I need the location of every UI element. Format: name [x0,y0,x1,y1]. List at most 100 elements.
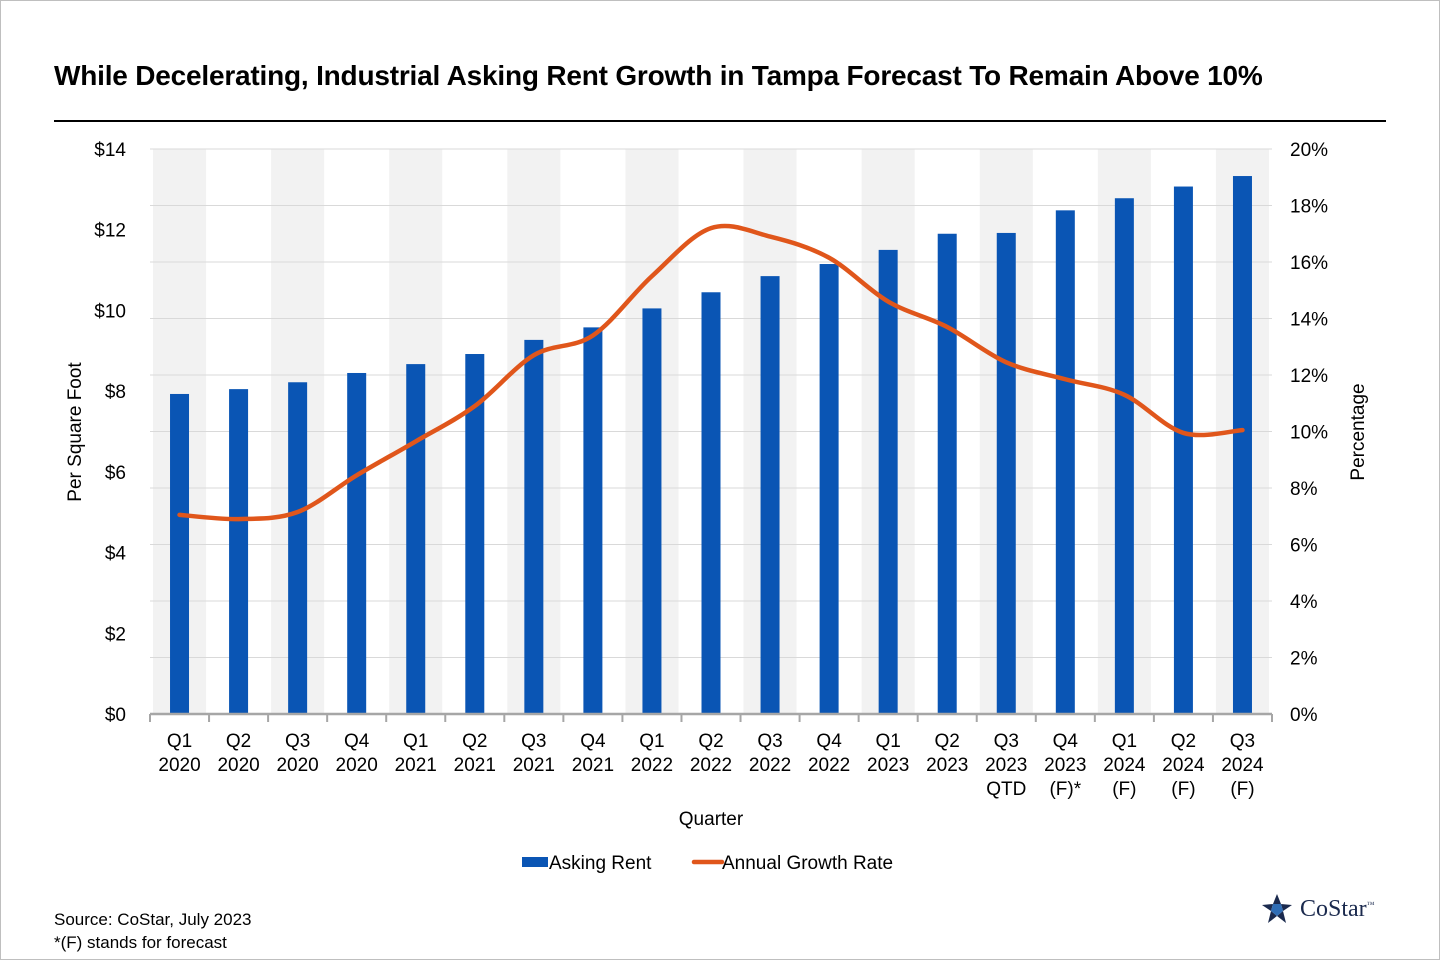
growth-rate-line [177,223,1245,522]
x-tick-label-line: 2022 [631,755,673,776]
bar [583,327,603,714]
x-tick-label: Q1 2021 [395,731,437,776]
y2-tick-label: 16% [1290,253,1328,274]
bar [1173,186,1193,714]
y-tick-label: $12 [94,221,126,242]
bar [229,389,249,714]
bar [288,382,308,714]
x-tick-label-line: 2022 [749,755,791,776]
x-tick-label: Q1 2024 (F) [1103,731,1146,800]
y2-tick-label: 14% [1290,310,1328,331]
bar [347,372,367,714]
bar [937,233,957,714]
x-tick-label-line: Q3 [1230,731,1255,752]
footnote: Source: CoStar, July 2023 *(F) stands fo… [54,908,252,954]
x-tick-label-line: Q1 [875,731,900,752]
x-tick-label-line: 2024 [1162,755,1205,776]
x-tick-label-line: 2023 [867,755,909,776]
bar [878,249,898,714]
bar [524,339,544,714]
y2-tick-label: 2% [1290,649,1318,670]
x-tick-label: Q3 2022 [749,731,791,776]
x-tick-label-line: 2023 [1044,755,1086,776]
x-tick-label-line: Q2 [935,731,960,752]
x-tick-label-line: 2022 [808,755,850,776]
logo-name: CoStar [1300,895,1367,922]
x-tick-label-line: 2024 [1103,755,1146,776]
chart-title: While Decelerating, Industrial Asking Re… [54,60,1263,91]
x-tick-label-line: Q2 [226,731,251,752]
x-tick-label-line: Q3 [521,731,546,752]
y2-tick-label: 18% [1290,197,1328,218]
x-tick-label-line: Q1 [1112,731,1137,752]
x-tick-label-line: 2020 [217,755,259,776]
x-tick-label-line: 2020 [158,755,200,776]
y2-tick-label: 12% [1290,366,1328,387]
x-tick-label: Q2 2020 [217,731,259,776]
x-tick-label-line: Q2 [698,731,723,752]
x-tick-label: Q1 2023 [867,731,909,776]
x-tick-label-line: Q1 [403,731,428,752]
title-rule [54,120,1386,122]
bar [1055,210,1075,715]
x-tick-label-line: Q4 [816,731,842,752]
y2-tick-label: 0% [1290,705,1318,726]
logo-tm: ™ [1366,899,1375,909]
x-tick-label-line: Q2 [1171,731,1196,752]
y-tick-label: $10 [94,301,126,322]
x-tick-label-line: Q3 [757,731,782,752]
x-tick-label: Q2 2022 [690,731,732,776]
x-tick-label-line: (F) [1230,779,1254,800]
y-tick-label: $0 [105,705,126,726]
x-tick-label-line: Q1 [167,731,192,752]
y2-tick-label: 6% [1290,536,1318,557]
x-tick-label-line: Q4 [344,731,370,752]
x-tick-label-line: 2023 [985,755,1027,776]
x-tick-label-line: Q3 [994,731,1019,752]
x-tick-label-line: (F) [1171,779,1195,800]
x-tick-label-line: (F) [1112,779,1136,800]
x-tick-label-line: 2021 [395,755,437,776]
x-tick-label-line: 2024 [1221,755,1264,776]
bar [819,264,839,714]
x-tick-label-line: Q4 [580,731,606,752]
bar [642,308,662,714]
y-tick-label: $2 [105,624,126,645]
x-tick-label: Q1 2022 [631,731,673,776]
y2-tick-label: 20% [1290,140,1328,161]
x-tick-label-line: Q3 [285,731,310,752]
x-tick-label: Q4 2021 [572,731,614,776]
x-tick-label: Q1 2020 [158,731,200,776]
bar [406,364,426,714]
y-tick-label: $8 [105,382,126,403]
x-tick-label-line: Q1 [639,731,664,752]
x-tick-label-line: 2021 [513,755,555,776]
x-tick-label: Q3 2020 [276,731,318,776]
x-tick-label-line: 2020 [276,755,318,776]
costar-wordmark: CoStar™ [1300,896,1375,923]
y2-tick-label: 8% [1290,479,1318,500]
legend-label-asking-rent: Asking Rent [549,853,652,874]
x-tick-label-line: Q2 [462,731,487,752]
bar [170,393,190,714]
x-tick-label-line: 2023 [926,755,968,776]
bar [1114,198,1134,714]
legend-swatch-asking-rent [522,857,548,867]
x-tick-label-line: 2020 [336,755,378,776]
x-tick-label: Q3 2024 (F) [1221,731,1264,800]
x-tick-label: Q2 2021 [454,731,496,776]
bar [701,292,721,714]
x-tick-label-line: 2021 [572,755,614,776]
source-text: Source: CoStar, July 2023 [54,910,252,929]
y2-axis-title: Percentage [1348,383,1369,480]
y-tick-label: $14 [94,140,126,161]
x-tick-label-line: QTD [986,779,1026,800]
x-axis-title: Quarter [679,809,744,830]
x-tick-label: Q4 2022 [808,731,850,776]
y-tick-label: $6 [105,463,126,484]
y2-tick-label: 10% [1290,423,1328,444]
x-tick-label-line: 2021 [454,755,496,776]
x-tick-label: Q4 2023 (F)* [1044,731,1086,800]
bar [996,232,1016,714]
